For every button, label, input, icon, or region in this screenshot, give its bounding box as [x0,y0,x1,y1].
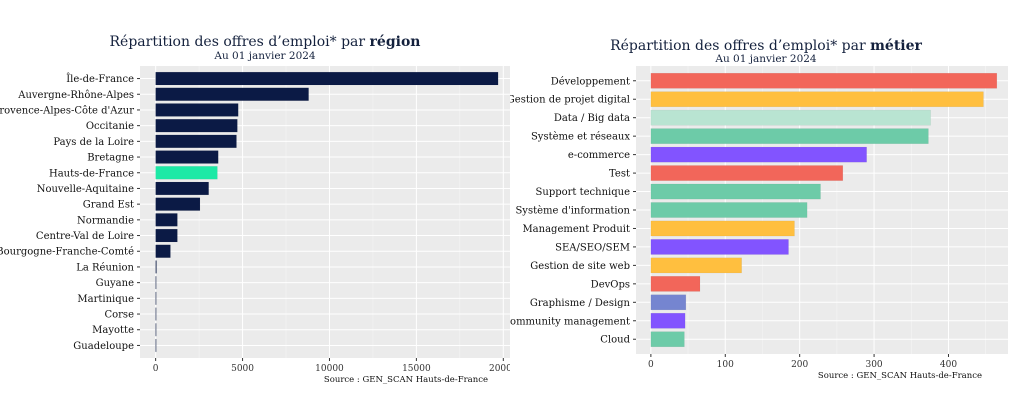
region-category-labels: Île-de-France Auvergne-Rhône-Alpes Provenc… [0,73,140,352]
category-label: Nouvelle-Aquitaine [37,184,134,195]
category-label: Mayotte [92,325,134,336]
region-bars [155,71,499,353]
bar [155,134,237,149]
job-chart-subtitle: Au 01 janvier 2024 [714,53,817,65]
category-label: Développement [551,76,630,87]
region-chart-title: Répartition des offres d’emploi* par rég… [110,34,421,50]
category-label: Martinique [77,294,134,305]
bar [155,181,209,196]
bar [155,87,309,101]
bar [155,307,157,321]
category-label: DevOps [591,279,630,290]
bar [155,260,157,274]
x-tick-label: 200 [791,360,808,370]
category-label: Data / Big data [554,113,630,124]
bar [155,228,178,243]
job-x-ticks: 0 100 200 300 400 [648,354,957,370]
bar [155,275,157,290]
region-chart-svg: Répartition des offres d’emploi* par rég… [0,34,510,385]
bar [650,312,686,329]
category-label: e-commerce [568,150,630,161]
bar [650,72,998,89]
region-x-ticks: 0 5000 10000 15000 20000 [153,358,510,374]
category-label: Pays de la Loire [53,137,134,148]
bar [155,244,171,258]
region-chart: Répartition des offres d’emploi* par rég… [0,34,510,385]
category-label: Management Produit [522,224,630,235]
category-label: Support technique [536,187,631,198]
job-category-labels: Développement Gestion de projet digital Da… [510,76,636,346]
bar [155,213,178,227]
bar [650,165,844,181]
category-label: Occitanie [86,121,134,132]
category-label: Cloud [600,335,630,346]
category-label: Community management [510,316,630,327]
bar [650,239,789,255]
x-tick-label: 0 [648,360,654,370]
category-label: Auvergne-Rhône-Alpes [17,90,134,101]
job-chart-title: Répartition des offres d’emploi* par mét… [610,38,922,54]
x-tick-label: 400 [940,360,957,370]
category-label: La Réunion [76,262,134,273]
job-chart-source: Source : GEN_SCAN Hauts-de-France [818,371,982,381]
bar [155,166,218,180]
bar [650,220,795,237]
job-chart: Répartition des offres d’emploi* par mét… [510,0,1020,402]
bar [155,103,239,117]
category-label: Bourgogne-Franche-Comté [0,247,134,258]
bar [650,109,931,126]
bar [650,202,808,218]
job-bars [650,72,998,348]
category-label: SEA/SEO/SEM [555,242,630,253]
bar [650,183,821,200]
bar [155,118,238,133]
bar [650,257,742,274]
bar [650,128,929,144]
job-chart-svg: Répartition des offres d’emploi* par mét… [510,38,1008,381]
category-label: Gestion de projet digital [510,95,630,106]
bar [155,338,157,353]
bar [155,291,157,306]
x-tick-label: 0 [153,364,159,374]
category-label: Normandie [77,215,134,226]
x-tick-label: 20000 [489,364,510,374]
category-label: Bretagne [87,153,134,164]
bar [155,71,499,86]
x-tick-label: 100 [717,360,734,370]
region-chart-subtitle: Au 01 janvier 2024 [213,50,316,62]
category-label: Gestion de site web [530,261,630,272]
x-tick-label: 15000 [402,364,431,374]
bar [650,276,701,292]
category-label: Test [609,169,630,180]
bar [650,331,685,348]
x-tick-label: 300 [865,360,882,370]
bar [155,197,201,211]
x-tick-label: 5000 [231,364,254,374]
category-label: Graphisme / Design [530,298,631,309]
region-chart-source: Source : GEN_SCAN Hauts-de-France [324,375,488,385]
bar [155,150,219,164]
category-label: Guyane [96,278,134,289]
x-tick-label: 10000 [315,364,344,374]
bar [155,323,157,337]
category-label: Guadeloupe [73,341,134,352]
category-label: Système et réseaux [531,132,630,143]
bar [650,294,687,311]
category-label: Provence-Alpes-Côte d'Azur [0,105,134,116]
category-label: Système d'information [515,206,630,217]
category-label: Hauts-de-France [49,168,134,179]
category-label: Île-de-France [66,73,134,85]
category-label: Grand Est [83,200,134,211]
category-label: Centre-Val de Loire [36,231,134,242]
bar [650,146,867,163]
bar [650,91,984,108]
category-label: Corse [104,310,134,321]
